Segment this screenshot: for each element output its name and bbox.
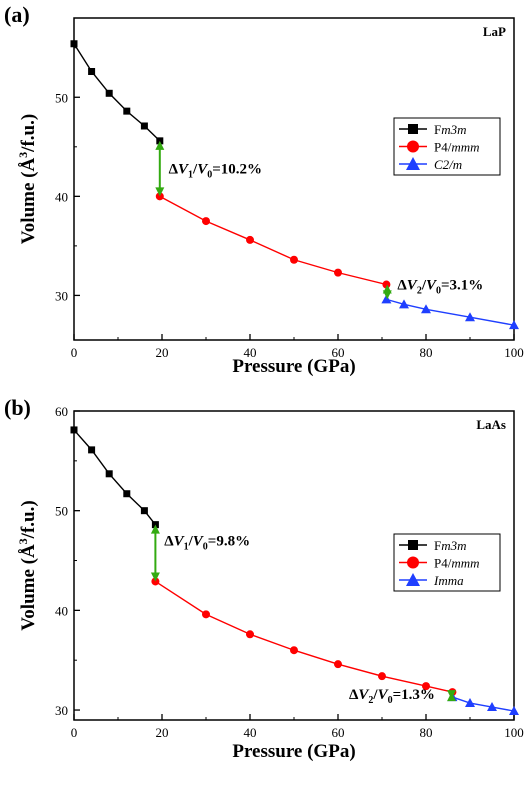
- series-line: [155, 580, 453, 693]
- data-point: [421, 304, 431, 314]
- series-2: [155, 192, 391, 289]
- transition-arrow-2: [447, 690, 457, 702]
- legend-marker: [406, 573, 420, 586]
- arrow-head-bottom: [155, 187, 165, 197]
- volume-change-label-1: ΔV1/V0=9.8%: [164, 534, 250, 553]
- series-3: [381, 294, 519, 330]
- data-point: [465, 312, 475, 322]
- series-3: [447, 692, 519, 716]
- y-tick-label: 30: [55, 288, 68, 303]
- y-tick-label: 60: [55, 404, 68, 419]
- transition-arrow-1: [150, 524, 160, 582]
- volume-change-label-2: ΔV2/V0=1.3%: [349, 687, 435, 706]
- data-point: [88, 446, 96, 454]
- legend: Fm3m P4/mmm C2/m: [393, 117, 501, 176]
- legend-label: Fm3m: [434, 538, 467, 553]
- data-point: [70, 40, 78, 48]
- series-2: [151, 577, 457, 697]
- data-point: [378, 672, 386, 681]
- data-point: [334, 660, 342, 669]
- data-point: [123, 107, 131, 115]
- data-point: [290, 646, 298, 655]
- x-axis-label: Pressure (GPa): [232, 356, 355, 377]
- data-point: [246, 630, 254, 639]
- data-point: [70, 426, 78, 434]
- legend-marker: [407, 140, 419, 153]
- y-tick-label: 30: [55, 703, 68, 718]
- legend-marker: [407, 556, 419, 569]
- x-tick-label: 80: [420, 345, 433, 360]
- compound-label: LaP: [483, 24, 506, 39]
- data-point: [509, 706, 519, 716]
- arrow-head-bottom: [150, 572, 160, 582]
- data-point: [202, 217, 210, 226]
- series-line: [452, 696, 515, 712]
- x-tick-label: 20: [156, 725, 169, 740]
- arrow-head-bottom: [447, 690, 457, 700]
- volume-change-label-2: ΔV2/V0=3.1%: [397, 277, 483, 296]
- x-tick-label: 100: [504, 725, 524, 740]
- arrow-head-top: [150, 524, 160, 534]
- data-point: [399, 299, 409, 309]
- data-point: [509, 320, 519, 330]
- series-line: [159, 195, 387, 286]
- data-point: [465, 698, 475, 708]
- x-tick-label: 0: [71, 345, 78, 360]
- data-point: [202, 610, 210, 619]
- series-1: [70, 40, 164, 145]
- legend-label: Imma: [433, 573, 464, 588]
- transition-arrow-1: [155, 140, 165, 197]
- y-tick-label: 50: [55, 90, 68, 105]
- x-tick-label: 100: [504, 345, 524, 360]
- series-1: [70, 426, 159, 529]
- x-tick-label: 60: [332, 345, 345, 360]
- data-point: [105, 89, 113, 97]
- x-tick-label: 20: [156, 345, 169, 360]
- volume-change-label-1: ΔV1/V0=10.2%: [169, 162, 262, 181]
- compound-label: LaAs: [476, 417, 506, 432]
- data-point: [140, 507, 148, 515]
- data-point: [105, 470, 113, 478]
- data-point: [334, 268, 342, 277]
- legend-label: Fm3m: [434, 122, 467, 137]
- arrow-head-top: [155, 140, 165, 150]
- x-tick-label: 0: [71, 725, 78, 740]
- x-tick-label: 80: [420, 725, 433, 740]
- data-point: [382, 280, 391, 289]
- legend-label: P4/mmm: [434, 140, 480, 155]
- x-tick-label: 60: [332, 725, 345, 740]
- data-point: [123, 490, 131, 498]
- panel-label: (b): [4, 395, 31, 420]
- legend-marker: [406, 157, 420, 170]
- data-point: [290, 255, 298, 264]
- transition-arrow-2: [382, 284, 392, 300]
- legend-label: P4/mmm: [434, 556, 480, 571]
- x-tick-label: 40: [244, 725, 257, 740]
- data-point: [487, 702, 497, 712]
- arrow-head-bottom: [382, 290, 392, 300]
- legend-marker: [408, 540, 418, 550]
- y-axis-label: Volume (Å3/f.u.): [16, 114, 39, 244]
- chart-panel-1: (a) LaP 0 20 40 60 80 100 30 40 50 Pressure (GPa) Vo…: [4, 2, 524, 377]
- legend-label: C2/m: [434, 157, 462, 172]
- data-point: [422, 682, 430, 691]
- x-tick-label: 40: [244, 345, 257, 360]
- legend: Fm3m P4/mmm Imma: [393, 533, 501, 592]
- legend-marker: [408, 124, 418, 134]
- data-point: [88, 68, 96, 76]
- y-tick-label: 40: [55, 603, 68, 618]
- data-point: [140, 122, 148, 130]
- y-tick-label: 40: [55, 189, 68, 204]
- panel-label: (a): [4, 2, 30, 27]
- data-point: [246, 235, 254, 244]
- x-axis-label: Pressure (GPa): [232, 741, 355, 762]
- y-tick-label: 50: [55, 504, 68, 519]
- data-point: [381, 294, 392, 304]
- y-axis-label: Volume (Å3/f.u.): [16, 500, 39, 630]
